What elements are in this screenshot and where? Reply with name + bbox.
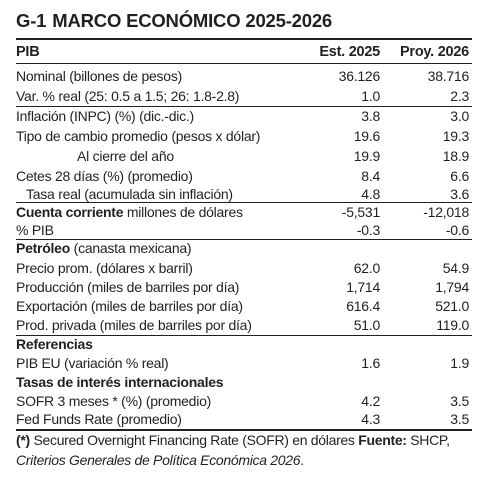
section-heading: Tasas de interés internacionales bbox=[16, 372, 472, 392]
row-value-2026: 3.6 bbox=[450, 186, 469, 202]
row-value-2025: 8.4 bbox=[361, 168, 380, 184]
table-row: Precio prom. (dólares x barril) 62.0 54.… bbox=[16, 258, 472, 278]
section-rule bbox=[16, 202, 472, 203]
section-label: Petróleo bbox=[16, 240, 71, 256]
row-value-2026: 6.6 bbox=[450, 168, 469, 184]
table-row: Var. % real (25: 0.5 a 1.5; 26: 1.8-2.8)… bbox=[16, 86, 472, 106]
row-value-2025: 51.0 bbox=[353, 317, 381, 333]
row-value-2026: 1,794 bbox=[435, 279, 469, 295]
table-row: Nominal (billones de pesos) 36.126 38.71… bbox=[16, 66, 472, 86]
table-row: PIB EU (variación % real) 1.6 1.9 bbox=[16, 353, 472, 373]
row-value-2026: -0.6 bbox=[445, 222, 469, 238]
row-value-2025: 1.0 bbox=[361, 88, 380, 104]
header-rule bbox=[16, 63, 472, 64]
top-rule bbox=[16, 38, 472, 40]
row-value-2025: 4.2 bbox=[361, 393, 380, 409]
row-value-2025: 1.6 bbox=[361, 355, 380, 371]
row-value-2026: 54.9 bbox=[442, 260, 470, 276]
section-label: Referencias bbox=[16, 336, 93, 352]
table-row: Tasa real (acumulada sin inflación) 4.8 … bbox=[16, 184, 472, 204]
row-value-2026: 3.0 bbox=[450, 108, 469, 124]
row-label: Cuenta corriente millones de dólares bbox=[16, 202, 243, 222]
row-value-2026: 1.9 bbox=[450, 355, 469, 371]
table-row: SOFR 3 meses * (%) (promedio) 4.2 3.5 bbox=[16, 391, 472, 411]
footnote-end: . bbox=[300, 452, 304, 468]
section-heading: Referencias bbox=[16, 334, 472, 354]
row-label: PIB EU (variación % real) bbox=[16, 355, 169, 371]
header-label: PIB bbox=[16, 44, 40, 60]
row-value-2025: -0.3 bbox=[356, 222, 380, 238]
bottom-rule bbox=[16, 429, 472, 431]
row-label: Prod. privada (miles de barriles por día… bbox=[16, 317, 252, 333]
row-label: % PIB bbox=[16, 222, 54, 238]
row-value-2025: 616.4 bbox=[346, 298, 380, 314]
section-label: Cuenta corriente bbox=[16, 204, 124, 220]
table-code: G-1 bbox=[16, 10, 47, 31]
table-row: Cetes 28 días (%) (promedio) 8.4 6.6 bbox=[16, 166, 472, 186]
footnote: (*) Secured Overnight Financing Rate (SO… bbox=[16, 430, 474, 470]
footnote-mark: (*) bbox=[16, 432, 30, 448]
section-label: Tasas de interés internacionales bbox=[16, 374, 224, 390]
row-value-2025: 4.3 bbox=[361, 411, 380, 427]
header-col-proy-2026: Proy. 2026 bbox=[400, 44, 469, 60]
table-title-text: MARCO ECONÓMICO 2025-2026 bbox=[52, 10, 333, 31]
row-value-2026: 119.0 bbox=[436, 317, 469, 333]
row-label: Fed Funds Rate (promedio) bbox=[16, 411, 182, 427]
row-value-2025: 19.6 bbox=[353, 128, 381, 144]
row-label: Precio prom. (dólares x barril) bbox=[16, 260, 193, 276]
header-row: PIB Est. 2025 Proy. 2026 bbox=[16, 42, 472, 62]
section-rule bbox=[16, 239, 472, 240]
row-value-2025: 36.126 bbox=[338, 68, 381, 84]
row-value-2025: 1,714 bbox=[346, 279, 380, 295]
table-row: Prod. privada (miles de barriles por día… bbox=[16, 315, 472, 335]
row-value-2025: 62.0 bbox=[353, 260, 381, 276]
table-row: % PIB -0.3 -0.6 bbox=[16, 220, 472, 240]
row-label: Nominal (billones de pesos) bbox=[16, 68, 183, 84]
footnote-text: Secured Overnight Financing Rate (SOFR) … bbox=[29, 432, 359, 448]
row-value-2026: -12,018 bbox=[423, 204, 469, 220]
table-row: Tipo de cambio promedio (pesos x dólar) … bbox=[16, 126, 472, 146]
row-value-2026: 19.3 bbox=[442, 128, 470, 144]
row-value-2026: 38.716 bbox=[427, 68, 470, 84]
section-sublabel: (canasta mexicana) bbox=[70, 240, 192, 256]
row-value-2026: 3.5 bbox=[450, 393, 469, 409]
row-label: Exportación (miles de barriles por día) bbox=[16, 298, 243, 314]
row-label: SOFR 3 meses * (%) (promedio) bbox=[16, 393, 212, 409]
table-row: Producción (miles de barriles por día) 1… bbox=[16, 277, 472, 297]
row-value-2026: 521.0 bbox=[435, 298, 469, 314]
table-row: Al cierre del año 19.9 18.9 bbox=[16, 146, 472, 166]
row-value-2025: 19.9 bbox=[353, 148, 381, 164]
row-value-2026: 18.9 bbox=[442, 148, 470, 164]
row-label: Petróleo (canasta mexicana) bbox=[16, 238, 192, 258]
row-label: Tipo de cambio promedio (pesos x dólar) bbox=[16, 128, 261, 144]
table-row: Inflación (INPC) (%) (dic.-dic.) 3.8 3.0 bbox=[16, 106, 472, 126]
row-value-2026: 2.3 bbox=[450, 88, 469, 104]
row-label: Al cierre del año bbox=[77, 148, 174, 164]
row-label: Cetes 28 días (%) (promedio) bbox=[16, 168, 193, 184]
section-rule bbox=[16, 335, 472, 336]
source-label: Fuente: bbox=[358, 432, 407, 448]
row-value-2026: 3.5 bbox=[450, 411, 469, 427]
header-col-est-2025: Est. 2025 bbox=[319, 44, 380, 60]
section-heading: Petróleo (canasta mexicana) bbox=[16, 238, 472, 258]
row-label: Inflación (INPC) (%) (dic.-dic.) bbox=[16, 108, 194, 124]
table-row: Cuenta corriente millones de dólares -5,… bbox=[16, 202, 472, 222]
row-label: Producción (miles de barriles por día) bbox=[16, 279, 240, 295]
table-row: Fed Funds Rate (promedio) 4.3 3.5 bbox=[16, 409, 472, 429]
source-text: SHCP, bbox=[406, 432, 450, 448]
table-row: Exportación (miles de barriles por día) … bbox=[16, 296, 472, 316]
source-document: Criterios Generales de Política Económic… bbox=[16, 452, 301, 468]
row-value-2025: -5,531 bbox=[341, 204, 380, 220]
row-value-2025: 4.8 bbox=[361, 186, 380, 202]
section-sublabel: millones de dólares bbox=[123, 204, 243, 220]
row-value-2025: 3.8 bbox=[361, 108, 380, 124]
table-title: G-1 MARCO ECONÓMICO 2025-2026 bbox=[16, 10, 332, 32]
row-label: Var. % real (25: 0.5 a 1.5; 26: 1.8-2.8) bbox=[16, 88, 240, 104]
row-label: Tasa real (acumulada sin inflación) bbox=[26, 186, 233, 202]
section-rule bbox=[16, 106, 472, 107]
